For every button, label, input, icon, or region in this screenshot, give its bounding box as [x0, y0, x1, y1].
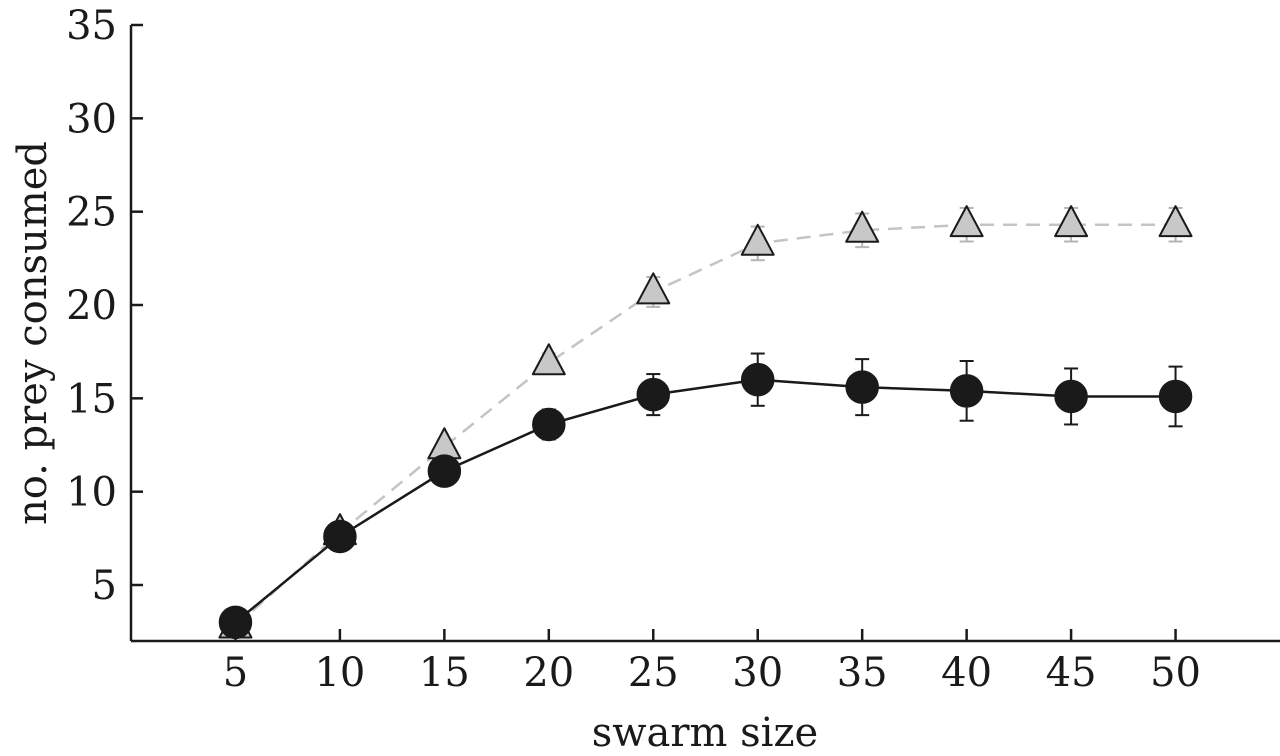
x-tick-label: 35 [837, 650, 888, 696]
x-tick-label: 30 [732, 650, 783, 696]
series-triangle [218, 205, 1193, 639]
y-tick-label: 35 [66, 3, 117, 49]
data-point-circle [532, 407, 566, 442]
data-point-circle [218, 605, 253, 640]
data-point-triangle [845, 210, 880, 243]
series-line-triangle [234, 223, 1176, 627]
data-point-triangle [740, 223, 775, 256]
x-tick-label: 25 [628, 650, 679, 696]
data-point-circle [845, 370, 879, 404]
data-point-circle [1054, 379, 1088, 414]
data-point-circle [1158, 379, 1193, 414]
y-tick-label: 5 [92, 563, 117, 609]
series-line-circle [234, 378, 1176, 624]
x-tick-label: 45 [1046, 650, 1097, 696]
tick-labels: 5 10 15 20 25 30 35 5 10 15 20 25 30 35 40 45 50 [66, 3, 1201, 696]
data-point-circle [427, 454, 462, 488]
x-tick-label: 20 [523, 650, 574, 696]
data-point-circle [323, 519, 357, 554]
y-tick-label: 10 [66, 470, 117, 516]
data-point-circle [636, 377, 671, 412]
x-tick-label: 5 [223, 650, 248, 696]
series-circle [218, 352, 1193, 640]
y-axis-title: no. prey consumed [10, 141, 56, 525]
x-axis-title: swarm size [592, 710, 818, 756]
data-point-triangle [427, 427, 462, 460]
axes [129, 23, 1280, 643]
data-point-triangle [1158, 205, 1193, 238]
y-tick-label: 20 [66, 283, 117, 329]
data-point-circle [740, 362, 775, 397]
data-point-circle [949, 374, 984, 408]
series-layer [218, 205, 1193, 640]
y-tick-label: 15 [66, 376, 117, 422]
data-point-triangle [949, 205, 984, 238]
data-point-triangle [531, 343, 566, 376]
x-tick-label: 50 [1150, 650, 1201, 696]
x-tick-label: 15 [419, 650, 470, 696]
x-tick-label: 40 [941, 650, 992, 696]
x-tick-label: 10 [314, 650, 365, 696]
y-tick-label: 25 [66, 190, 117, 236]
data-point-triangle [1054, 205, 1089, 238]
data-point-triangle [636, 272, 671, 305]
y-tick-label: 30 [66, 96, 117, 142]
